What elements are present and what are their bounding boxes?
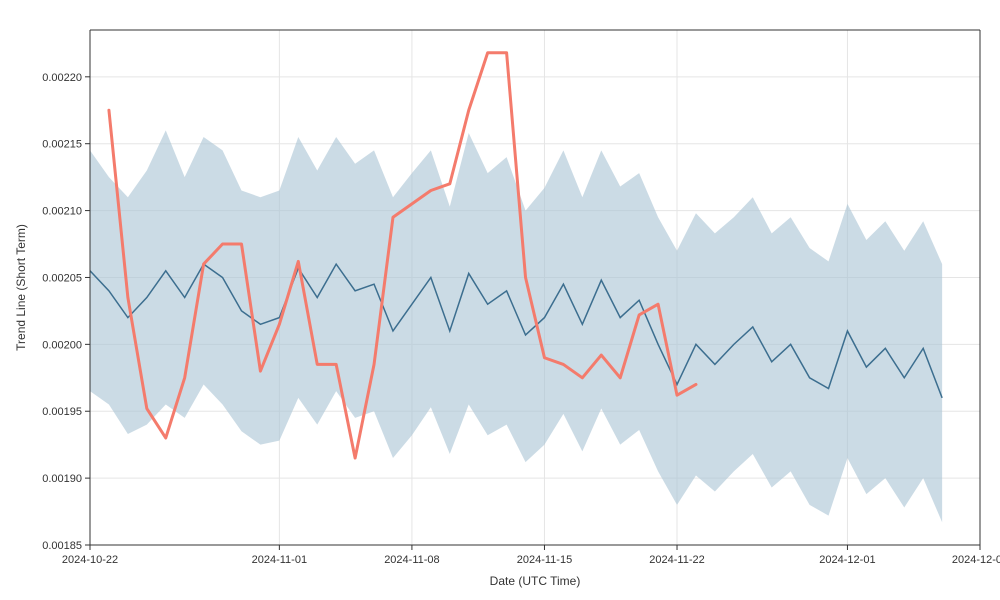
line-chart: 0.00185 0.00190 0.00195 0.00200 0.00205 0.002… xyxy=(0,0,1000,600)
x-tick-label: 2024-11-01 xyxy=(252,554,307,566)
x-tick-label: 2024-12-01 xyxy=(819,554,875,566)
y-tick-label: 0.00210 xyxy=(42,206,82,218)
y-axis-label: Trend Line (Short Term) xyxy=(14,224,28,351)
y-tick-label: 0.00190 xyxy=(42,473,82,485)
y-tick-label: 0.00215 xyxy=(42,139,82,151)
y-tick-label: 0.00195 xyxy=(42,406,82,418)
x-tick-label: 2024-11-22 xyxy=(649,554,704,566)
y-tick-label: 0.00220 xyxy=(42,72,82,84)
chart-container: 0.00185 0.00190 0.00195 0.00200 0.00205 0.002… xyxy=(0,0,1000,600)
x-tick-label: 2024-11-15 xyxy=(517,554,572,566)
x-tick-label: 2024-10-22 xyxy=(62,554,118,566)
y-tick-label: 0.00205 xyxy=(42,272,82,284)
x-tick-label: 2024-11-08 xyxy=(384,554,439,566)
y-tick-label: 0.00200 xyxy=(42,339,82,351)
x-axis-label: Date (UTC Time) xyxy=(490,574,581,588)
y-tick-label: 0.00185 xyxy=(42,540,82,552)
x-tick-label: 2024-12-08 xyxy=(952,554,1000,566)
